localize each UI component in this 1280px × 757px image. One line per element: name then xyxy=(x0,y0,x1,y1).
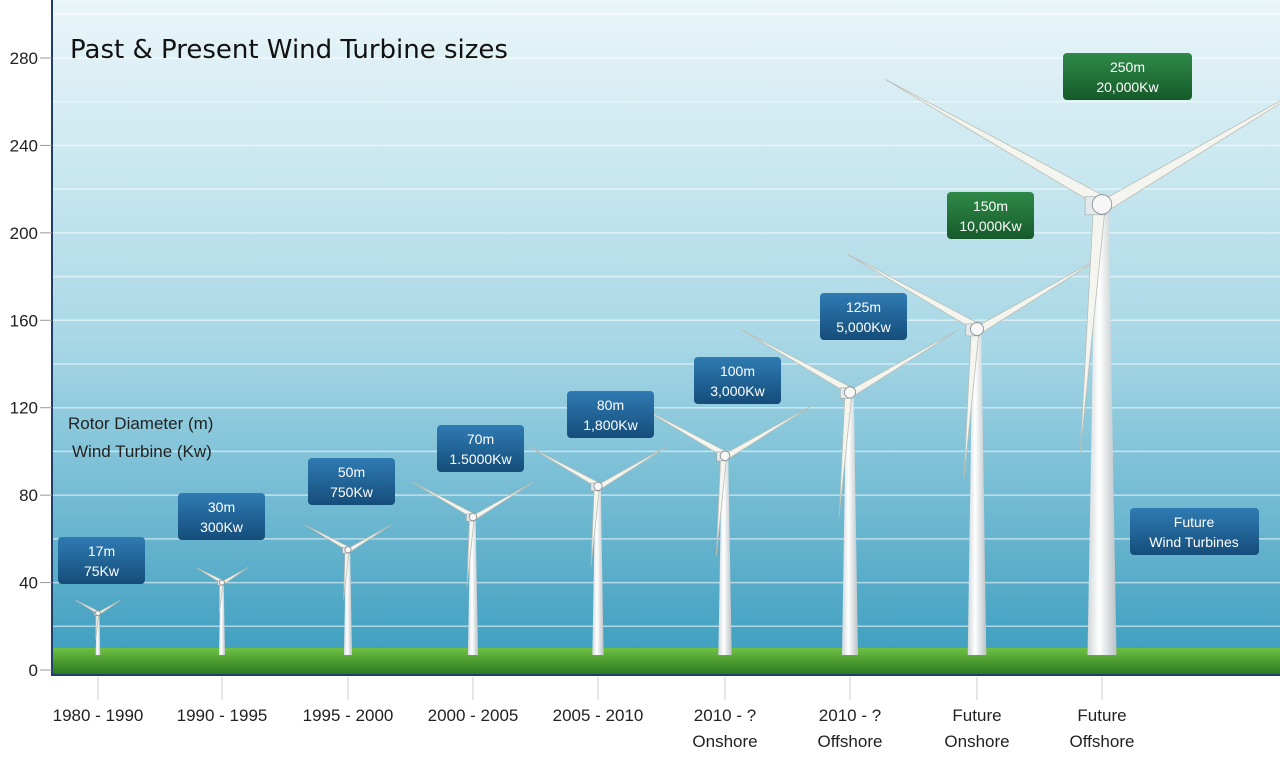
x-category-label: Future xyxy=(1077,706,1126,725)
y-tick-label: 240 xyxy=(10,136,38,155)
turbine-2 xyxy=(304,524,392,655)
y-tick-label: 0 xyxy=(29,661,38,680)
grass-strip xyxy=(52,648,1280,674)
future-annotation-box: Future Wind Turbines xyxy=(1130,508,1259,555)
turbine-hub xyxy=(719,450,731,462)
y-tick-label: 200 xyxy=(10,224,38,243)
label-box xyxy=(694,357,781,404)
x-category-label: 2010 - ? xyxy=(819,706,881,725)
power-label: 300Kw xyxy=(200,519,244,535)
power-label: 75Kw xyxy=(84,563,120,579)
turbine-hub xyxy=(1091,194,1113,215)
y-tick-label: 40 xyxy=(19,574,38,593)
diameter-label: 125m xyxy=(846,299,881,315)
x-category-label: 1995 - 2000 xyxy=(303,706,394,725)
label-box xyxy=(820,293,907,340)
x-category-label: 2005 - 2010 xyxy=(553,706,644,725)
x-category-label: Offshore xyxy=(818,732,883,751)
turbine-4 xyxy=(528,446,668,655)
turbine-hub xyxy=(344,546,352,554)
legend-rotor-diameter: Rotor Diameter (m) xyxy=(68,414,213,433)
future-annotation-line2: Wind Turbines xyxy=(1149,534,1238,550)
y-tick-label: 80 xyxy=(19,486,38,505)
turbine-spec-label: 100m 3,000Kw xyxy=(694,357,781,404)
turbine-spec-label: 150m 10,000Kw xyxy=(947,192,1034,239)
power-label: 750Kw xyxy=(330,484,374,500)
plot-background xyxy=(52,0,1280,672)
diameter-label: 150m xyxy=(973,198,1008,214)
diameter-label: 30m xyxy=(208,499,235,515)
diameter-label: 50m xyxy=(338,464,365,480)
label-box xyxy=(178,493,265,540)
x-category-label: 1980 - 1990 xyxy=(53,706,144,725)
y-tick-label: 120 xyxy=(10,399,38,418)
turbine-5 xyxy=(638,405,812,655)
turbine-6 xyxy=(741,329,959,655)
x-category-label: Onshore xyxy=(692,732,757,751)
power-label: 10,000Kw xyxy=(959,218,1022,234)
turbine-spec-label: 17m 75Kw xyxy=(58,537,145,584)
turbine-hub xyxy=(593,481,603,491)
x-category-label: Onshore xyxy=(944,732,1009,751)
chart-title: Past & Present Wind Turbine sizes xyxy=(70,35,508,65)
turbine-spec-label: 125m 5,000Kw xyxy=(820,293,907,340)
turbine-spec-label: 30m 300Kw xyxy=(178,493,265,540)
legend-wind-turbine-power: Wind Turbine (Kw) xyxy=(72,442,212,461)
label-box xyxy=(437,425,524,472)
label-box xyxy=(1063,53,1192,100)
power-label: 20,000Kw xyxy=(1096,79,1159,95)
turbine-7 xyxy=(846,253,1108,655)
turbine-1 xyxy=(195,567,249,655)
diameter-label: 17m xyxy=(88,543,115,559)
y-tick-label: 160 xyxy=(10,311,38,330)
turbine-hub xyxy=(843,386,857,399)
label-box xyxy=(947,192,1034,239)
turbine-spec-label: 70m 1.5000Kw xyxy=(437,425,524,472)
future-annotation-line1: Future xyxy=(1174,514,1215,530)
turbine-tower xyxy=(1087,204,1117,655)
turbine-3 xyxy=(412,481,534,655)
diameter-label: 70m xyxy=(467,431,494,447)
turbine-tower xyxy=(842,392,858,655)
label-box xyxy=(567,391,654,438)
power-label: 1.5000Kw xyxy=(449,451,512,467)
x-category-label: 2000 - 2005 xyxy=(428,706,519,725)
diameter-label: 80m xyxy=(597,397,624,413)
turbine-spec-label: 80m 1,800Kw xyxy=(567,391,654,438)
x-category-label: Future xyxy=(952,706,1001,725)
turbine-0 xyxy=(75,599,121,655)
power-label: 5,000Kw xyxy=(836,319,891,335)
power-label: 3,000Kw xyxy=(710,383,765,399)
turbine-spec-label: 50m 750Kw xyxy=(308,458,395,505)
turbine-hub xyxy=(95,610,101,617)
diameter-label: 250m xyxy=(1110,59,1145,75)
y-tick-label: 280 xyxy=(10,49,38,68)
turbine-hub xyxy=(468,512,478,522)
x-category-label: 2010 - ? xyxy=(694,706,756,725)
label-box xyxy=(308,458,395,505)
x-category-label: 1990 - 1995 xyxy=(177,706,268,725)
turbine-8 xyxy=(885,79,1280,655)
turbine-hub xyxy=(219,579,225,586)
turbine-hub xyxy=(970,322,984,336)
turbine-spec-label: 250m 20,000Kw xyxy=(1063,53,1192,100)
power-label: 1,800Kw xyxy=(583,417,638,433)
label-box xyxy=(58,537,145,584)
x-category-label: Offshore xyxy=(1070,732,1135,751)
turbine-tower xyxy=(967,329,987,655)
diameter-label: 100m xyxy=(720,363,755,379)
